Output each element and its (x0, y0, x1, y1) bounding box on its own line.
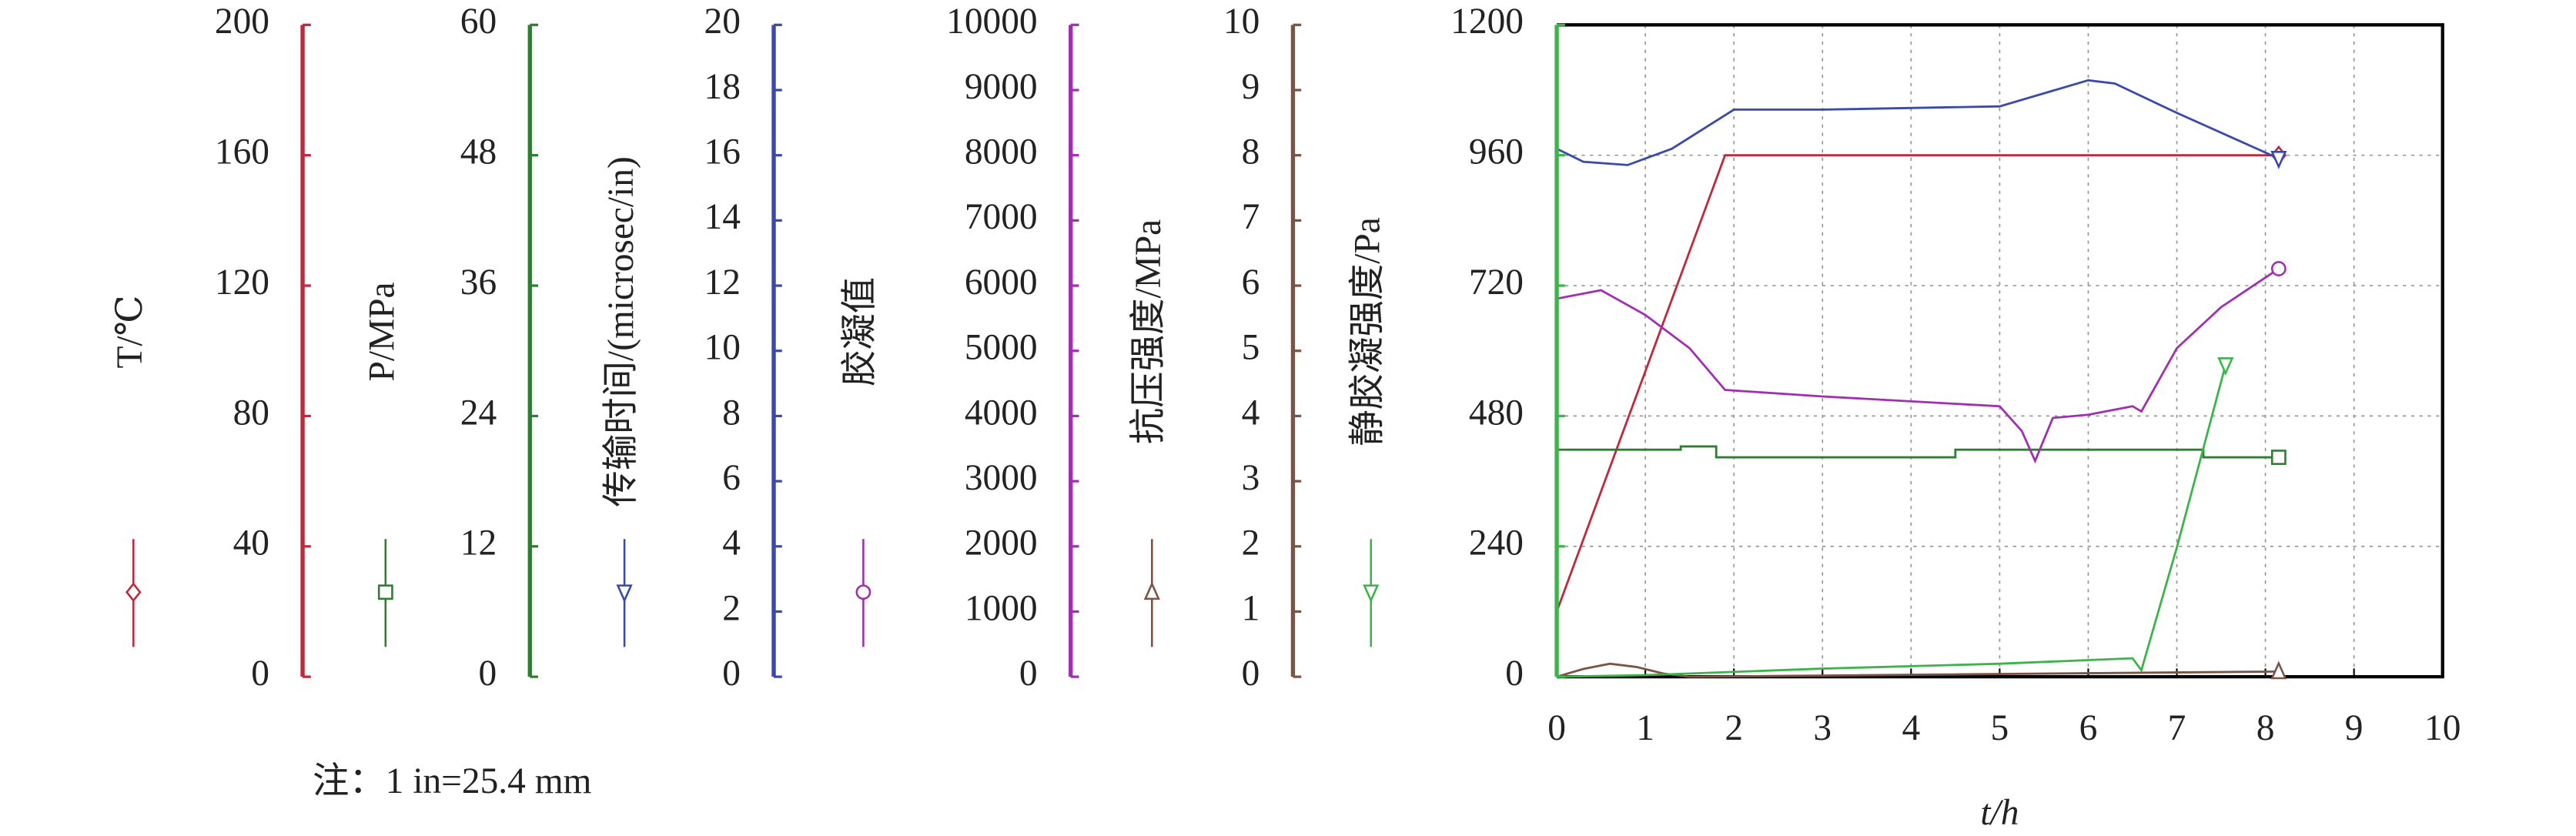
y-axis-label: 静胶凝强度/Pa (1348, 217, 1388, 446)
x-tick-label: 10 (2424, 708, 2461, 748)
y-tick-label: 9 (1242, 67, 1260, 107)
y-tick-label: 7 (1242, 197, 1260, 237)
legend-marker (1143, 581, 1160, 600)
y-tick-label: 3 (1242, 458, 1260, 498)
y-tick-label: 40 (233, 523, 269, 563)
x-tick-label: 4 (1902, 708, 1920, 748)
y-tick-label: 960 (1469, 132, 1524, 172)
y-tick-label: 0 (478, 654, 497, 694)
series-line (1556, 267, 2280, 464)
y-tick-label: 10 (704, 328, 741, 368)
y-axis-label: T/℃ (110, 295, 150, 368)
end-marker (2270, 261, 2287, 276)
series-line (1557, 364, 2227, 678)
legend-marker (125, 582, 142, 603)
y-tick-label: 5 (1242, 328, 1260, 368)
x-tick-label: 6 (2079, 708, 2098, 748)
y-tick-label: 8 (722, 393, 741, 433)
y-tick-label: 7000 (965, 197, 1038, 237)
x-tick-label: 1 (1636, 708, 1654, 748)
y-tick-label: 8 (1242, 132, 1260, 172)
x-tick-label: 0 (1547, 708, 1566, 748)
y-tick-label: 16 (704, 132, 741, 172)
y-tick-label: 0 (1505, 654, 1524, 694)
y-tick-label: 80 (233, 393, 269, 433)
note: 注：1 in=25.4 mm (313, 761, 592, 801)
series-line (1557, 445, 2279, 459)
y-tick-label: 200 (215, 2, 269, 42)
y-tick-label: 160 (215, 132, 269, 172)
y-tick-label: 10 (1223, 2, 1260, 42)
y-tick-label: 1200 (1450, 2, 1524, 42)
y-tick-label: 12 (704, 263, 741, 303)
y-tick-label: 60 (460, 2, 497, 42)
y-tick-label: 6 (1242, 263, 1260, 303)
y-tick-label: 2 (1242, 523, 1260, 563)
y-tick-label: 0 (1019, 654, 1038, 694)
y-tick-label: 4 (1242, 393, 1260, 433)
legend-marker (855, 584, 871, 600)
y-tick-label: 8000 (965, 132, 1038, 172)
end-marker (2217, 357, 2234, 376)
x-tick-label: 9 (2345, 708, 2364, 748)
x-tick-label: 8 (2257, 708, 2275, 748)
y-tick-label: 2000 (965, 523, 1038, 563)
x-tick-label: 2 (1725, 708, 1743, 748)
y-tick-label: 480 (1469, 393, 1524, 433)
x-tick-label: 5 (1991, 708, 2009, 748)
y-tick-label: 240 (1469, 523, 1524, 563)
legend-marker (1363, 584, 1380, 604)
y-tick-label: 120 (215, 263, 269, 303)
series-line (1556, 662, 2279, 678)
legend-marker (616, 584, 633, 604)
y-tick-label: 1000 (965, 588, 1038, 628)
y-tick-label: 720 (1469, 263, 1524, 303)
y-tick-label: 9000 (965, 67, 1038, 107)
y-tick-label: 6 (722, 458, 741, 498)
end-marker (2270, 660, 2287, 680)
y-tick-label: 0 (722, 654, 741, 694)
y-tick-label: 12 (460, 523, 497, 563)
y-tick-label: 5000 (965, 328, 1038, 368)
y-tick-label: 14 (704, 197, 741, 237)
y-tick-label: 20 (704, 2, 741, 42)
y-tick-label: 10000 (946, 2, 1037, 42)
x-tick-label: 3 (1813, 708, 1832, 748)
y-tick-label: 0 (251, 654, 269, 694)
x-axis-label: t/h (1980, 793, 2019, 833)
y-tick-label: 2 (722, 588, 741, 628)
end-marker (2270, 151, 2287, 169)
end-marker (2270, 450, 2287, 465)
y-tick-label: 6000 (965, 263, 1038, 303)
y-tick-label: 0 (1242, 654, 1260, 694)
y-tick-label: 1 (1242, 588, 1260, 628)
y-tick-label: 3000 (965, 458, 1038, 498)
legend-marker (377, 584, 393, 600)
y-axis-label: 传输时间/(microsec/in) (601, 156, 641, 507)
y-tick-label: 36 (460, 263, 497, 303)
y-tick-label: 4 (722, 523, 741, 563)
y-tick-label: 24 (460, 393, 497, 433)
y-axis-label: 抗压强度/MPa (1129, 219, 1169, 444)
y-tick-label: 4000 (965, 393, 1038, 433)
x-tick-label: 7 (2168, 708, 2186, 748)
series-line (1556, 79, 2280, 166)
y-axis-label: P/MPa (363, 282, 403, 381)
y-tick-label: 48 (460, 132, 497, 172)
series-line (1555, 154, 2279, 612)
y-axis-label: 胶凝值 (840, 277, 880, 386)
y-tick-label: 18 (704, 67, 741, 107)
